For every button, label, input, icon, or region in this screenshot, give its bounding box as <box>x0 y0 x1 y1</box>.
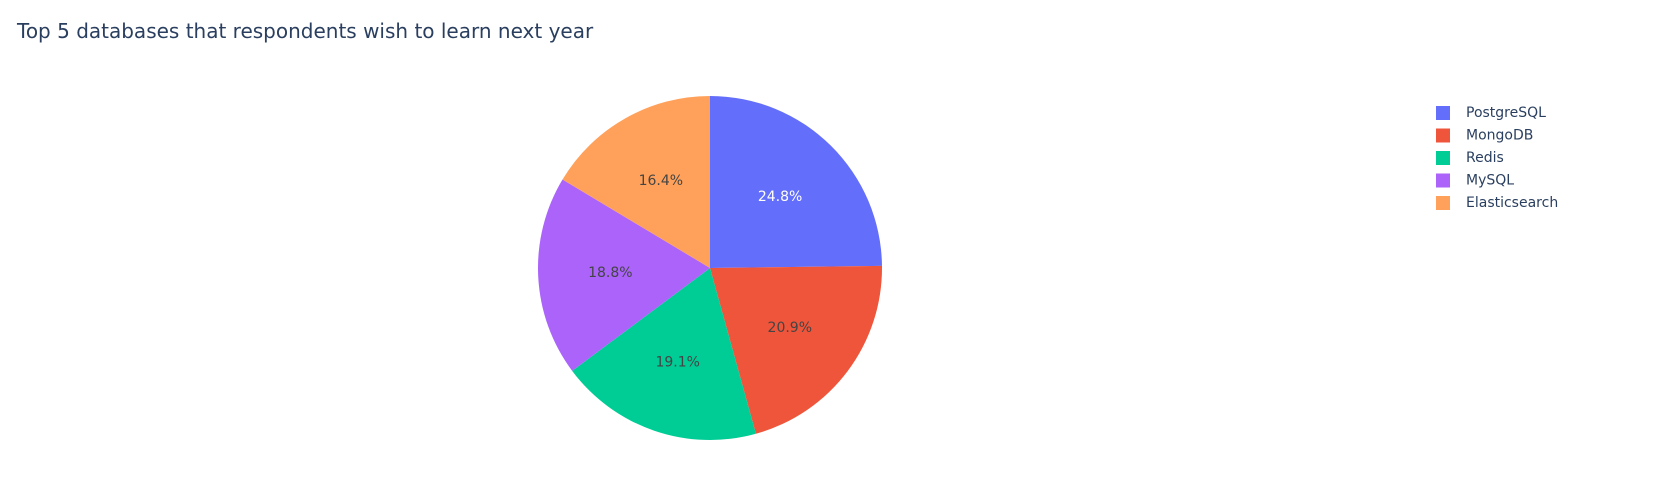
legend-label-redis: Redis <box>1466 150 1504 166</box>
legend-swatch-mongodb <box>1436 128 1450 143</box>
legend-label-elasticsearch: Elasticsearch <box>1466 195 1558 211</box>
slice-label-postgresql: 24.8% <box>758 189 802 205</box>
legend-swatch-redis <box>1436 151 1450 165</box>
legend-label-mongodb: MongoDB <box>1466 128 1533 144</box>
legend-item-mongodb[interactable]: MongoDB <box>1436 128 1533 144</box>
legend-label-mysql: MySQL <box>1466 173 1514 189</box>
slice-label-redis: 19.1% <box>655 354 699 370</box>
chart-title: Top 5 databases that respondents wish to… <box>16 19 594 43</box>
legend-label-postgresql: PostgreSQL <box>1466 105 1546 121</box>
legend: PostgreSQL MongoDB Redis MySQL Elasticsearch <box>1436 105 1558 211</box>
legend-item-mysql[interactable]: MySQL <box>1436 173 1514 189</box>
legend-item-elasticsearch[interactable]: Elasticsearch <box>1436 195 1558 211</box>
legend-item-redis[interactable]: Redis <box>1436 150 1504 166</box>
legend-swatch-postgresql <box>1436 106 1450 120</box>
legend-swatch-mysql <box>1436 173 1450 188</box>
pie-slice-elasticsearch[interactable] <box>562 96 710 268</box>
slice-label-elasticsearch: 16.4% <box>639 173 683 189</box>
pie-slice-labels: 24.8% 20.9% 19.1% 18.8% 16.4% <box>588 173 812 370</box>
legend-item-postgresql[interactable]: PostgreSQL <box>1436 105 1546 121</box>
slice-label-mysql: 18.8% <box>588 265 632 281</box>
pie-slice-mysql[interactable] <box>538 179 710 371</box>
pie-slice-redis[interactable] <box>572 268 756 440</box>
slice-label-mongodb: 20.9% <box>768 320 812 336</box>
pie-slice-postgresql[interactable] <box>710 96 882 268</box>
pie-slice-mongodb[interactable] <box>710 265 882 434</box>
pie-slices <box>538 96 882 440</box>
legend-swatch-elasticsearch <box>1436 196 1450 210</box>
